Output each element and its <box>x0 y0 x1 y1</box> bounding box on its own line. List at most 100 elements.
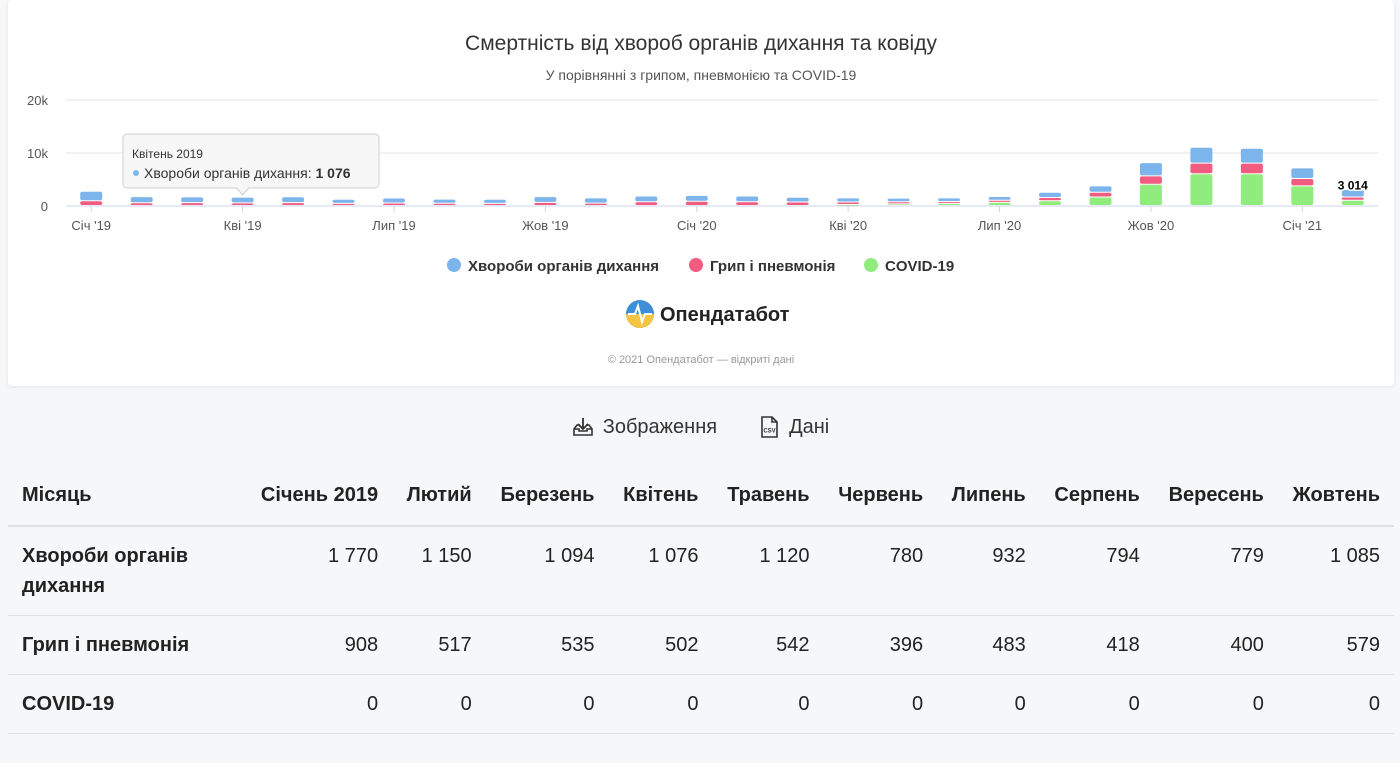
download-data-button[interactable]: CSV Дані <box>757 415 829 439</box>
download-image-button[interactable]: Зображення <box>571 415 717 439</box>
bar-segment[interactable] <box>483 203 506 205</box>
bar-segment[interactable] <box>231 197 254 203</box>
bar-segment[interactable] <box>988 200 1011 202</box>
bar-segment[interactable] <box>1089 186 1112 192</box>
bar-segment[interactable] <box>1240 174 1263 205</box>
y-tick-label: 20k <box>27 93 48 108</box>
bar-segment[interactable] <box>938 202 961 203</box>
brand-name: Опендатабот <box>660 304 790 326</box>
chart-card: Смертність від хвороб органів дихання та… <box>8 0 1394 386</box>
bar-segment[interactable] <box>736 196 759 202</box>
column-header: Місяць <box>8 465 246 527</box>
y-tick-label: 10k <box>27 146 48 161</box>
bar-segment[interactable] <box>282 203 305 205</box>
bar-segment[interactable] <box>938 198 961 202</box>
x-tick-label: Січ '21 <box>1283 218 1323 233</box>
download-icon <box>572 418 593 436</box>
bar-segment[interactable] <box>736 202 759 205</box>
bar-segment[interactable] <box>685 195 708 201</box>
bar-segment[interactable] <box>635 202 658 205</box>
bar-segment[interactable] <box>887 198 910 202</box>
bar-segment[interactable] <box>988 196 1011 200</box>
bar-segment[interactable] <box>332 199 355 203</box>
bar-segment[interactable] <box>383 198 405 203</box>
credits[interactable]: © 2021 Опендатабот — відкриті дані <box>608 354 794 366</box>
bar-segment[interactable] <box>433 203 456 205</box>
bar-segment[interactable] <box>1291 178 1314 186</box>
bar-segment[interactable] <box>786 202 809 205</box>
table-cell: 0 <box>712 674 824 734</box>
bar-segment[interactable] <box>584 198 607 203</box>
bar-segment[interactable] <box>837 202 860 204</box>
bar-segment[interactable] <box>988 202 1011 205</box>
bar-segment[interactable] <box>938 203 961 205</box>
bar-segment[interactable] <box>383 203 405 205</box>
svg-text:CSV: CSV <box>763 429 775 435</box>
bar-segment[interactable] <box>1291 186 1314 205</box>
bar-segment[interactable] <box>1240 148 1263 163</box>
table-cell: 932 <box>937 526 1040 616</box>
bar-segment[interactable] <box>231 203 254 205</box>
bar-segment[interactable] <box>786 197 809 202</box>
bar-segment[interactable] <box>1089 197 1112 205</box>
bar-segment[interactable] <box>1341 200 1364 205</box>
bar-segment[interactable] <box>685 201 708 205</box>
table-row: COVID-19 0 0 0 0 0 0 0 0 0 0 <box>8 674 1394 734</box>
bar-segment[interactable] <box>130 197 153 203</box>
bar-segment[interactable] <box>80 201 103 205</box>
legend-marker[interactable] <box>689 258 703 272</box>
table-cell: 1 150 <box>392 526 486 616</box>
table-cell: 579 <box>1277 615 1394 675</box>
bar-segment[interactable] <box>1190 163 1213 174</box>
legend-item-label[interactable]: COVID-19 <box>885 258 954 275</box>
bar-segment[interactable] <box>1139 176 1162 184</box>
bar-segment[interactable] <box>837 198 860 202</box>
bar-segment[interactable] <box>181 203 204 205</box>
x-tick-label: Кві '20 <box>829 218 867 233</box>
bar-segment[interactable] <box>534 197 557 202</box>
bar-segment[interactable] <box>433 199 456 203</box>
csv-file-icon: CSV <box>761 416 778 438</box>
table-cell: 418 <box>1039 615 1154 675</box>
bar-segment[interactable] <box>282 197 305 203</box>
table-cell: 542 <box>712 615 824 675</box>
column-header: Січень 2019 <box>246 465 393 527</box>
x-tick-label: Січ '19 <box>71 218 111 233</box>
row-header: Хвороби органів дихання <box>8 526 246 616</box>
table-cell: 483 <box>937 615 1040 675</box>
bar-segment[interactable] <box>1139 163 1162 176</box>
bar-segment[interactable] <box>1341 197 1364 200</box>
bar-segment[interactable] <box>1039 192 1061 198</box>
bar-segment[interactable] <box>584 203 607 205</box>
logo-icon-bottom <box>626 314 654 328</box>
bar-segment[interactable] <box>80 191 103 201</box>
legend-marker[interactable] <box>447 258 461 272</box>
bar-segment[interactable] <box>1291 168 1314 178</box>
column-header: Серпень <box>1039 465 1154 527</box>
bar-segment[interactable] <box>534 202 557 205</box>
table-cell: 0 <box>392 674 486 734</box>
legend-item-label[interactable]: Хвороби органів дихання <box>468 258 659 275</box>
bar-segment[interactable] <box>837 204 860 206</box>
bar-segment[interactable] <box>1341 190 1364 197</box>
table-cell: 0 <box>1039 674 1154 734</box>
bar-segment[interactable] <box>887 202 910 204</box>
bar-segment[interactable] <box>887 204 910 205</box>
legend-marker[interactable] <box>864 258 878 272</box>
bar-segment[interactable] <box>332 203 355 205</box>
bar-segment[interactable] <box>635 196 658 202</box>
bar-segment[interactable] <box>1089 192 1112 197</box>
bar-segment[interactable] <box>1139 184 1162 205</box>
bar-segment[interactable] <box>1240 163 1263 174</box>
bar-segment[interactable] <box>483 199 506 203</box>
column-header: Квітень <box>608 465 713 527</box>
bar-segment[interactable] <box>1190 147 1213 163</box>
bar-segment[interactable] <box>1039 198 1061 201</box>
bar-segment[interactable] <box>1039 201 1061 205</box>
bar-segment[interactable] <box>1190 174 1213 205</box>
legend-item-label[interactable]: Грип і пневмонія <box>710 258 835 275</box>
x-tick-label: Лип '19 <box>372 218 415 233</box>
x-tick-label: Жов '20 <box>1128 218 1175 233</box>
bar-segment[interactable] <box>181 197 204 203</box>
bar-segment[interactable] <box>130 203 153 205</box>
